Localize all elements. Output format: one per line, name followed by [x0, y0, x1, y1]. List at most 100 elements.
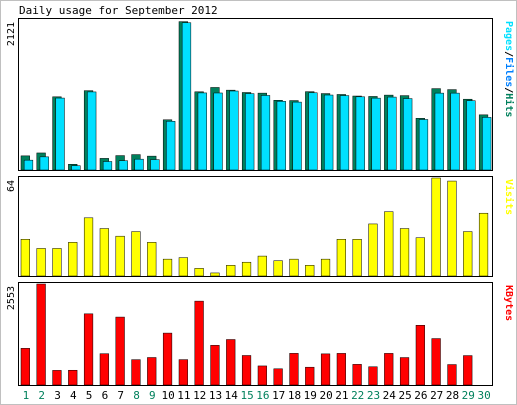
panel-hits-files: 2121 Pages/Files/Hits	[6, 18, 515, 171]
bar-visits	[52, 248, 62, 277]
bar-files	[166, 121, 176, 171]
panel-kbytes: 2553 KBytes	[6, 282, 514, 386]
day-label: 11	[177, 389, 190, 402]
bar-kbytes	[399, 357, 410, 386]
bar-kbytes	[226, 339, 236, 386]
bar-kbytes	[115, 316, 125, 386]
series-label-part: /	[503, 51, 514, 57]
bar-kbytes	[289, 353, 299, 386]
day-label: 20	[319, 389, 332, 402]
bar-visits	[194, 268, 204, 277]
bar-files	[118, 160, 128, 171]
plot-frame-visits	[18, 176, 493, 277]
bar-kbytes	[241, 355, 252, 386]
bar-kbytes	[194, 300, 204, 386]
bar-files	[339, 95, 350, 171]
day-label: 17	[272, 389, 285, 402]
day-label: 6	[102, 389, 109, 402]
day-label: 10	[161, 389, 174, 402]
bar-files	[23, 159, 34, 171]
bar-visits	[305, 265, 315, 277]
bar-visits	[273, 260, 283, 277]
chart-title: Daily usage for September 2012	[19, 4, 218, 17]
bar-kbytes	[52, 370, 62, 386]
bar-visits	[162, 258, 173, 277]
day-label: 12	[193, 389, 206, 402]
bar-visits	[20, 239, 30, 277]
day-label: 21	[335, 389, 348, 402]
day-label: 2	[38, 389, 45, 402]
day-label: 19	[304, 389, 317, 402]
bar-files	[308, 92, 318, 171]
bar-kbytes	[305, 366, 315, 386]
scale-max-visits: 64	[6, 180, 17, 192]
bar-visits	[131, 231, 141, 277]
bar-kbytes	[415, 325, 425, 386]
bar-kbytes	[368, 366, 378, 386]
bar-files	[260, 95, 271, 171]
bar-files	[324, 94, 334, 171]
panel-visits: 64 Visits	[6, 176, 515, 277]
bar-kbytes	[147, 357, 157, 386]
bar-files	[213, 92, 223, 171]
bar-kbytes	[384, 353, 394, 386]
bar-kbytes	[447, 364, 457, 386]
day-label: 5	[86, 389, 93, 402]
bar-kbytes	[352, 364, 362, 386]
bar-files	[418, 119, 429, 171]
day-label: 3	[54, 389, 61, 402]
bar-visits	[147, 242, 157, 277]
bar-visits	[320, 258, 331, 277]
bar-files	[355, 96, 365, 171]
bar-files	[403, 98, 413, 171]
bar-visits	[36, 248, 46, 277]
bar-visits	[289, 258, 299, 277]
bar-visits	[210, 272, 220, 277]
bar-files	[150, 159, 160, 171]
bar-files	[292, 101, 302, 171]
bar-visits	[384, 211, 394, 277]
bar-files	[197, 92, 207, 171]
bar-kbytes	[36, 283, 46, 386]
bar-visits	[115, 235, 125, 277]
bar-visits	[241, 261, 252, 277]
bar-kbytes	[431, 338, 441, 386]
day-label: 9	[149, 389, 156, 402]
bar-files	[245, 93, 255, 171]
bar-files	[55, 97, 65, 171]
day-label: 22	[351, 389, 364, 402]
bar-visits	[257, 255, 267, 277]
bar-files	[434, 92, 444, 171]
day-labels: 1 2 3 4 5 6 7 8 9 10 11 12 13 14 15 16 17 18 19 20 21 22 23 24 2…	[23, 389, 491, 402]
day-label: 15	[240, 389, 253, 402]
day-label: 29	[462, 389, 475, 402]
day-label: 30	[477, 389, 490, 402]
day-label: 28	[446, 389, 459, 402]
series-label-part: KBytes	[503, 285, 514, 321]
bar-kbytes	[68, 369, 78, 386]
bar-kbytes	[336, 353, 346, 386]
bar-files	[450, 92, 460, 171]
series-label-part: Visits	[503, 179, 515, 215]
series-label-hits-files: Pages/Files/Hits	[503, 21, 515, 117]
bar-visits	[83, 217, 94, 277]
bar-files	[71, 165, 81, 171]
day-label: 25	[398, 389, 411, 402]
bar-visits	[99, 228, 109, 277]
series-label-kbytes: KBytes	[503, 285, 514, 321]
series-label-part: Hits	[503, 93, 515, 117]
bar-visits	[463, 231, 473, 277]
day-label: 26	[414, 389, 427, 402]
scale-max-hits-files: 2121	[6, 22, 17, 46]
bar-kbytes	[20, 348, 30, 386]
bar-visits	[399, 228, 410, 277]
bar-visits	[415, 237, 425, 277]
day-label: 7	[117, 389, 124, 402]
day-label: 18	[288, 389, 301, 402]
bar-kbytes	[320, 353, 331, 386]
bar-files	[387, 96, 397, 171]
bar-files	[102, 161, 113, 171]
bar-visits	[368, 223, 378, 277]
bar-visits	[68, 242, 78, 277]
